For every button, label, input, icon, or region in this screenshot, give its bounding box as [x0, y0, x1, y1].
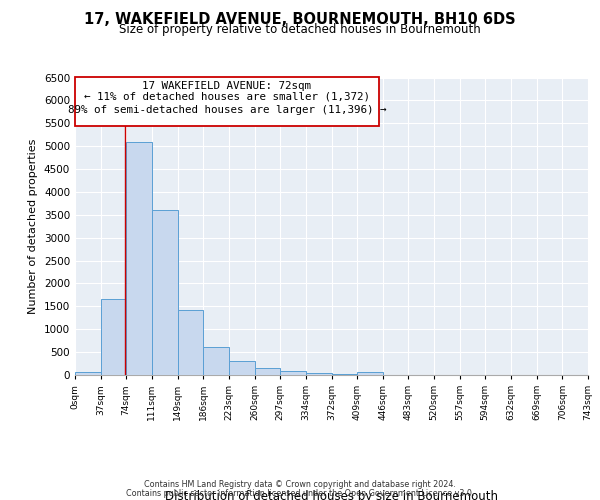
Bar [358, 372, 383, 375]
Text: ← 11% of detached houses are smaller (1,372): ← 11% of detached houses are smaller (1,… [84, 92, 370, 102]
Text: Size of property relative to detached houses in Bournemouth: Size of property relative to detached ho… [119, 24, 481, 36]
Bar [229, 361, 254, 375]
X-axis label: Distribution of detached houses by size in Bournemouth: Distribution of detached houses by size … [165, 490, 498, 500]
Bar [332, 374, 358, 375]
Bar [126, 142, 152, 375]
Text: 89% of semi-detached houses are larger (11,396) →: 89% of semi-detached houses are larger (… [68, 106, 386, 116]
Bar [101, 300, 126, 375]
Bar [254, 368, 280, 375]
Bar [280, 371, 305, 375]
Y-axis label: Number of detached properties: Number of detached properties [28, 138, 38, 314]
Bar [203, 346, 229, 375]
Bar [152, 210, 178, 375]
Text: Contains HM Land Registry data © Crown copyright and database right 2024.: Contains HM Land Registry data © Crown c… [144, 480, 456, 489]
Bar [75, 78, 379, 126]
Bar [178, 310, 203, 375]
Text: Contains public sector information licensed under the Open Government Licence v3: Contains public sector information licen… [126, 488, 474, 498]
Bar [75, 372, 101, 375]
Text: 17 WAKEFIELD AVENUE: 72sqm: 17 WAKEFIELD AVENUE: 72sqm [142, 81, 311, 91]
Text: 17, WAKEFIELD AVENUE, BOURNEMOUTH, BH10 6DS: 17, WAKEFIELD AVENUE, BOURNEMOUTH, BH10 … [84, 12, 516, 28]
Bar [305, 372, 332, 375]
